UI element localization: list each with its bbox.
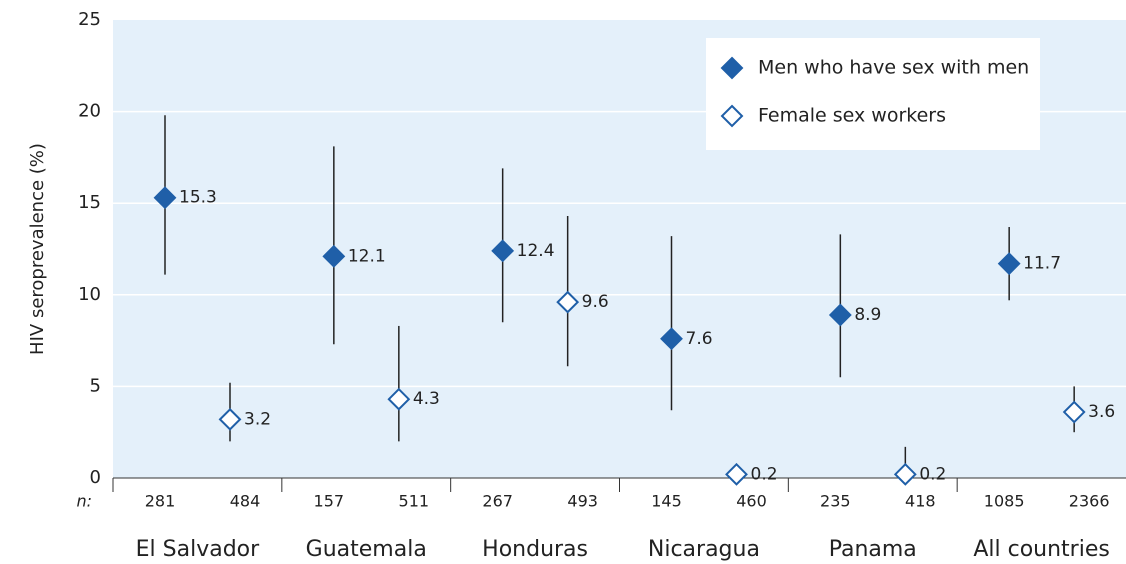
n-value: 157: [314, 492, 345, 511]
n-value: 511: [399, 492, 430, 511]
y-tick-label: 10: [78, 284, 101, 305]
data-label: 0.2: [751, 464, 778, 484]
data-label: 15.3: [179, 188, 217, 208]
n-value: 235: [820, 492, 851, 511]
point: [218, 407, 242, 431]
point: [997, 252, 1021, 276]
point: [556, 290, 580, 314]
n-value: 1085: [984, 492, 1025, 511]
legend-marker: [720, 56, 744, 80]
point: [1062, 400, 1086, 424]
x-tick-label: El Salvador: [136, 537, 260, 562]
y-tick-label: 0: [90, 467, 101, 488]
data-label: 12.1: [348, 246, 386, 266]
x-tick-label: Honduras: [482, 537, 588, 562]
point: [387, 387, 411, 411]
point: [660, 327, 683, 351]
y-tick-label: 25: [78, 9, 101, 30]
data-label: 8.9: [854, 305, 881, 325]
data-label: 12.4: [517, 241, 555, 261]
legend-label: Female sex workers: [758, 105, 946, 127]
point: [322, 244, 346, 268]
x-tick-label: Panama: [829, 537, 917, 562]
y-axis-label: HIV seroprevalence (%): [27, 143, 48, 355]
x-tick-label: All countries: [973, 537, 1110, 562]
n-label: n:: [76, 492, 92, 511]
legend-marker: [720, 104, 744, 128]
x-tick-label: Guatemala: [306, 537, 427, 562]
y-tick-label: 5: [90, 375, 101, 396]
point: [725, 462, 748, 486]
n-value: 145: [651, 492, 682, 511]
n-value: 460: [736, 492, 767, 511]
data-label: 0.2: [919, 464, 946, 484]
point: [893, 462, 917, 486]
n-value: 2366: [1069, 492, 1110, 511]
data-label: 4.3: [413, 389, 440, 409]
n-value: 281: [145, 492, 176, 511]
data-label: 11.7: [1023, 254, 1061, 274]
y-tick-label: 20: [78, 101, 101, 122]
y-tick-label: 15: [78, 192, 101, 213]
x-tick-label: Nicaragua: [648, 537, 760, 562]
point: [828, 303, 852, 327]
point: [491, 239, 515, 263]
data-label: 3.6: [1088, 402, 1115, 422]
n-value: 493: [567, 492, 598, 511]
data-label: 9.6: [582, 292, 609, 312]
data-label: 3.2: [244, 409, 271, 429]
n-value: 267: [482, 492, 513, 511]
n-value: 418: [905, 492, 936, 511]
data-label: 7.6: [686, 329, 713, 349]
legend-box: [706, 38, 1040, 150]
n-value: 484: [230, 492, 261, 511]
point: [153, 186, 177, 210]
legend-label: Men who have sex with men: [758, 57, 1029, 79]
